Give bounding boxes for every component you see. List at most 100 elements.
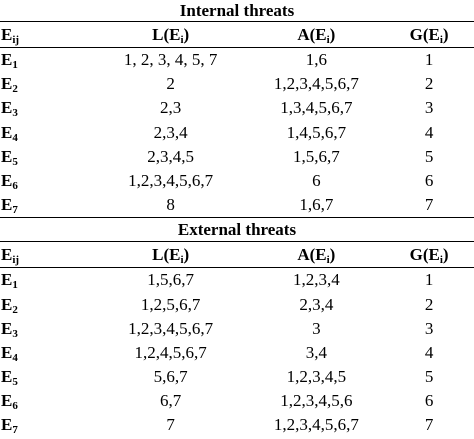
- subscript: i: [326, 254, 330, 267]
- header-cell: Eij: [0, 22, 71, 47]
- cell: 1,2,3,4,5,6,7: [273, 74, 359, 94]
- cell: 1,2,3,4,5,6,7: [128, 318, 214, 338]
- text: G(E: [409, 25, 440, 44]
- section-title: Internal threats: [0, 0, 474, 22]
- subscript: 1: [12, 59, 18, 71]
- text: E: [1, 342, 13, 362]
- text: L(E: [152, 25, 181, 44]
- cell: 2,3,4,5: [147, 146, 195, 166]
- cell: 1,2,3,4,5,6,7: [273, 415, 359, 435]
- subscript: 7: [12, 424, 18, 437]
- cell: 1,2,4,5,6,7: [134, 342, 207, 362]
- cell: 5: [424, 367, 434, 387]
- row-label: E2: [0, 72, 71, 96]
- row: E5 5,6,7 1,2,3,4,5 5: [0, 365, 474, 389]
- text: E: [1, 391, 13, 411]
- row: E1 1, 2, 3, 4, 5, 7 1,6 1: [0, 48, 474, 72]
- cell: 1,4,5,6,7: [286, 122, 347, 142]
- subscript: ij: [12, 254, 20, 267]
- row-label: E1: [0, 48, 71, 72]
- cell: 6: [424, 170, 434, 190]
- section: Internal threats Eij L(Ei) A(Ei) G(Ei) E1 1, 2…: [0, 0, 474, 217]
- text: E: [1, 74, 13, 94]
- row-label: E3: [0, 96, 71, 120]
- cell: 1,6,7: [299, 195, 334, 215]
- subscript: i: [180, 34, 184, 46]
- cell: 6,7: [160, 391, 182, 411]
- cell: 7: [424, 415, 434, 435]
- header-cell: L(Ei): [71, 242, 271, 267]
- section: External threats Eij L(Ei) A(Ei) G(Ei) E1 1,5,…: [0, 217, 474, 437]
- cell: 2,3,4: [153, 122, 188, 142]
- cell: 1: [424, 270, 434, 290]
- cell: 7: [166, 415, 175, 435]
- cell: 2: [424, 294, 434, 314]
- cell: 1: [424, 50, 434, 69]
- subscript: 4: [12, 351, 18, 364]
- row: E7 8 1,6,7 7: [0, 193, 474, 217]
- cell: 8: [166, 195, 175, 215]
- text: E: [1, 25, 13, 44]
- row: E6 6,7 1,2,3,4,5,6 6: [0, 389, 474, 413]
- text: E: [1, 318, 13, 338]
- subscript: 6: [12, 400, 18, 413]
- cell: 6: [312, 170, 321, 190]
- row: E4 2,3,4 1,4,5,6,7 4: [0, 121, 474, 145]
- cell: 7: [424, 195, 434, 215]
- text: E: [1, 415, 13, 435]
- text: ): [329, 245, 336, 265]
- cell: 2: [166, 74, 175, 94]
- subscript: i: [439, 34, 443, 46]
- header-cell: G(Ei): [384, 22, 474, 47]
- subscript: 7: [12, 204, 18, 217]
- cell: 1,2,3,4,5: [286, 367, 347, 387]
- cell: 3: [312, 318, 321, 338]
- cell: 1,3,4,5,6,7: [280, 98, 353, 118]
- text: E: [1, 270, 13, 290]
- row-label: E3: [0, 317, 71, 341]
- cell: 4: [424, 342, 434, 362]
- row-label: E5: [0, 365, 71, 389]
- row-label: E4: [0, 341, 71, 365]
- text: A(E: [297, 25, 327, 44]
- cell: 5: [424, 146, 434, 166]
- text: E: [1, 195, 13, 215]
- subscript: ij: [12, 34, 20, 46]
- header-row: Eij L(Ei) A(Ei) G(Ei): [0, 22, 474, 48]
- cell: 1,6: [305, 50, 327, 69]
- header-cell: A(Ei): [252, 22, 380, 47]
- row-label: E4: [0, 121, 71, 145]
- row-label: E6: [0, 389, 71, 413]
- text: ): [183, 245, 190, 265]
- row-label: E2: [0, 293, 71, 317]
- subscript: 2: [12, 83, 18, 96]
- text: E: [1, 294, 13, 314]
- subscript: i: [180, 254, 184, 267]
- text: ): [442, 245, 449, 265]
- row-label: E1: [0, 268, 71, 292]
- text: E: [1, 245, 13, 265]
- subscript: 6: [12, 179, 18, 192]
- row-label: E6: [0, 169, 71, 193]
- cell: 3,4: [305, 342, 327, 362]
- cell: 5,6,7: [153, 367, 188, 387]
- cell: 1,5,6,7: [147, 270, 195, 290]
- row: E2 1,2,5,6,7 2,3,4 2: [0, 293, 474, 317]
- text: A(E: [297, 245, 327, 265]
- cell: 1,2,5,6,7: [140, 294, 201, 314]
- cell: 2,3: [160, 98, 182, 118]
- cell: 1,5,6,7: [292, 146, 340, 166]
- text: E: [1, 367, 13, 387]
- cell: 1,2,3,4,5,6,7: [128, 170, 214, 190]
- header-row: Eij L(Ei) A(Ei) G(Ei): [0, 242, 474, 269]
- header-cell: G(Ei): [384, 242, 474, 267]
- subscript: 1: [12, 279, 18, 292]
- text: E: [1, 122, 13, 142]
- row: E1 1,5,6,7 1,2,3,4 1: [0, 268, 474, 292]
- row: E3 1,2,3,4,5,6,7 3 3: [0, 317, 474, 341]
- text: E: [1, 50, 13, 69]
- text: ): [329, 25, 336, 44]
- row: E4 1,2,4,5,6,7 3,4 4: [0, 341, 474, 365]
- row-label: E7: [0, 193, 71, 217]
- row: E2 2 1,2,3,4,5,6,7 2: [0, 72, 474, 96]
